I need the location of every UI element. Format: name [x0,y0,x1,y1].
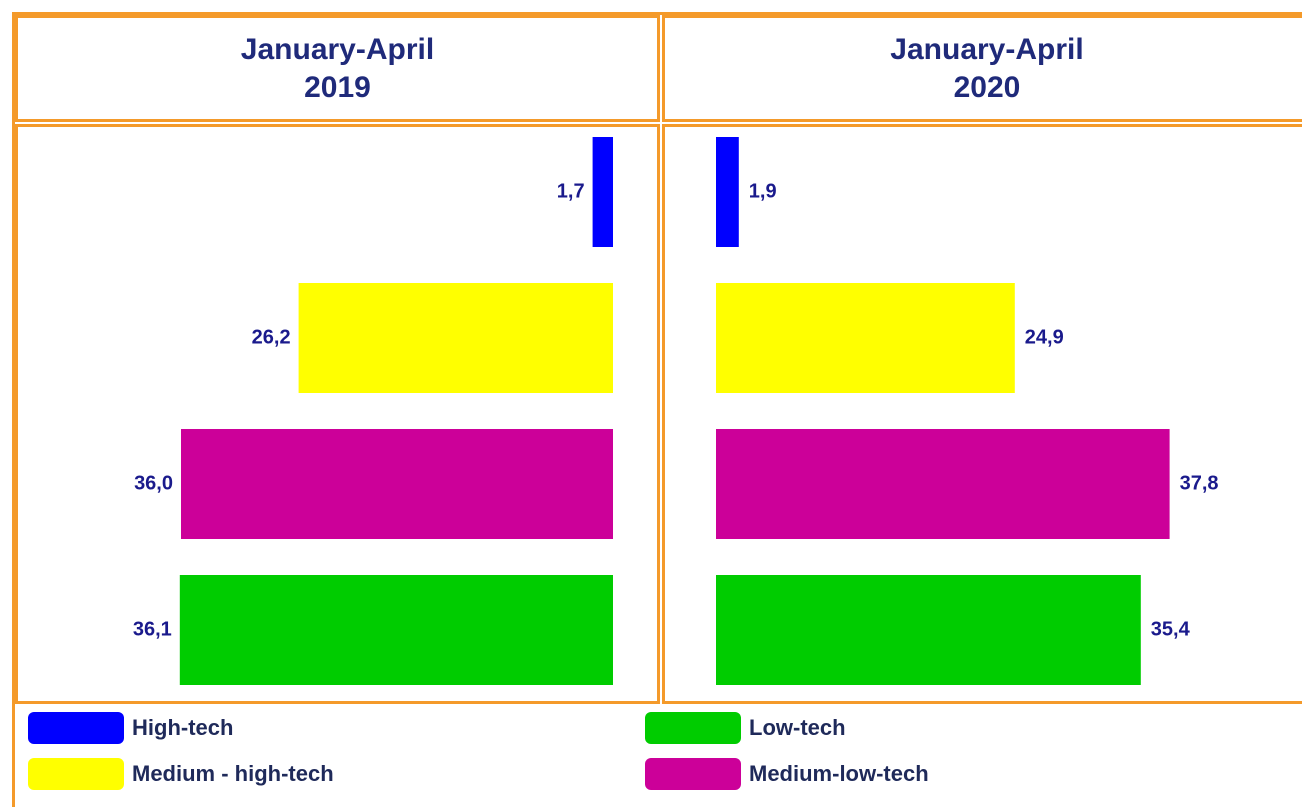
value-label: 36,0 [134,472,173,494]
legend-label: Medium-low-tech [749,761,929,786]
chart-cell [15,124,660,704]
chart-title: January-April 2019 [240,32,435,104]
chart-cell [662,124,1302,704]
bar [592,137,613,247]
value-label: 36,1 [133,618,172,640]
legend-label: High-tech [132,715,234,740]
bar [716,137,739,247]
bar [716,575,1141,685]
legend-item: Low-tech [645,712,846,744]
legend-label: Low-tech [749,715,846,740]
header-cell [662,15,1302,122]
bar [716,283,1015,393]
legend-swatch [645,758,741,790]
title-box: January-April 2019 [15,15,660,122]
value-label: 1,9 [749,180,777,202]
outer-border [12,12,1302,807]
value-label: 35,4 [1151,618,1191,640]
header-cell [15,15,660,122]
legend-item: Medium - high-tech [28,758,334,790]
legend-label: Medium - high-tech [132,761,334,786]
value-label: 37,8 [1180,472,1219,494]
title-box: January-April 2020 [662,15,1302,122]
legend-item: High-tech [28,712,233,744]
bar [179,575,614,685]
legend-swatch [28,712,124,744]
legend-swatch [645,712,741,744]
chart-title: January-April 2020 [890,32,1084,104]
legend-swatch [28,758,124,790]
value-label: 1,7 [557,180,585,202]
bar [716,429,1170,539]
bar [181,429,613,539]
value-label: 26,2 [252,326,291,348]
legend-item: Medium-low-tech [645,758,929,790]
bar [298,283,613,393]
value-label: 24,9 [1025,326,1064,348]
